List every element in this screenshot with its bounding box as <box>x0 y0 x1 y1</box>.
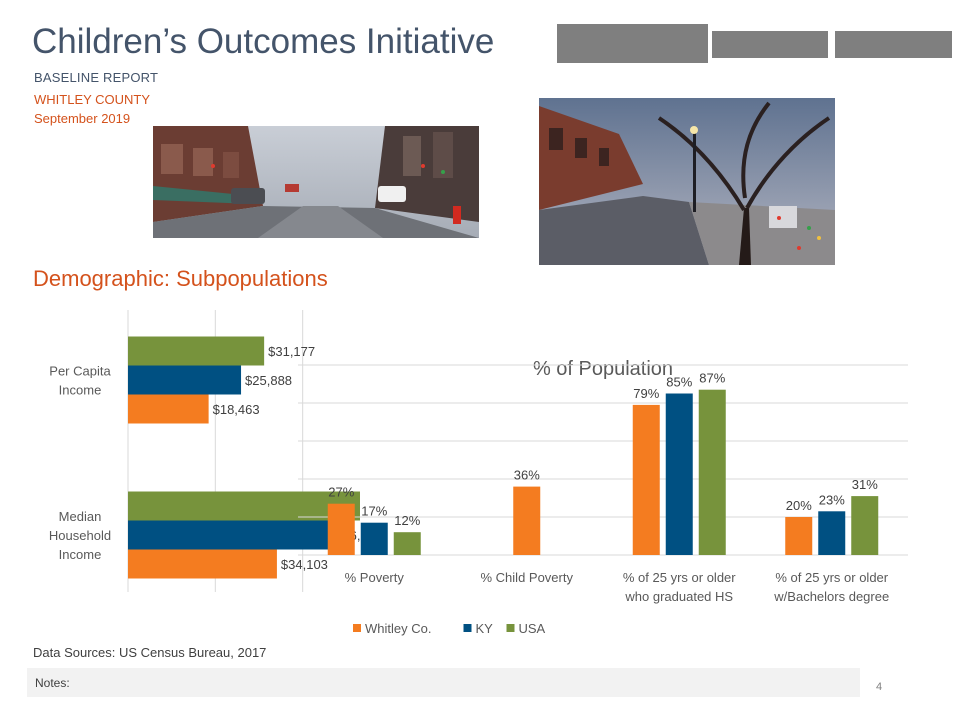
data-label: 79% <box>633 386 659 401</box>
data-label: 20% <box>786 498 812 513</box>
bar <box>128 520 332 550</box>
report-date: September 2019 <box>34 111 131 126</box>
data-label: $31,177 <box>268 344 315 359</box>
category-label: who graduated HS <box>624 589 733 604</box>
bar <box>851 496 879 555</box>
notes-label: Notes: <box>35 676 70 690</box>
report-subtitle: BASELINE REPORT <box>34 70 159 85</box>
notes-bar <box>27 668 860 697</box>
legend-label: USA <box>519 621 546 636</box>
data-sources: Data Sources: US Census Bureau, 2017 <box>33 645 267 660</box>
bar <box>360 522 388 555</box>
data-label: 36% <box>514 468 540 483</box>
data-label: 27% <box>328 485 354 500</box>
bar <box>665 393 693 555</box>
bar <box>327 503 355 555</box>
data-label: 17% <box>361 504 387 519</box>
bar <box>128 336 265 366</box>
category-label: Income <box>59 547 102 562</box>
bar <box>393 532 421 555</box>
section-title: Demographic: Subpopulations <box>33 266 328 291</box>
category-label: Income <box>59 383 102 398</box>
category-label: % Child Poverty <box>481 570 574 585</box>
bar <box>632 404 660 555</box>
page-number: 4 <box>876 681 883 693</box>
page-title: Children’s Outcomes Initiative <box>32 22 495 61</box>
header-decor-block <box>835 31 952 58</box>
bar <box>128 365 242 395</box>
bar <box>513 486 541 555</box>
county-label: WHITLEY COUNTY <box>34 92 151 107</box>
data-label: 87% <box>699 371 725 386</box>
category-label: % of 25 yrs or older <box>775 570 888 585</box>
category-label: Median <box>59 509 102 524</box>
income-chart: Per Capita Income $18,463 $25,888 $31,177 Med… <box>49 310 360 592</box>
legend-swatch <box>353 624 361 632</box>
bar <box>698 389 726 555</box>
category-label: Household <box>49 528 111 543</box>
bar <box>818 511 846 555</box>
data-label: $34,103 <box>281 557 328 572</box>
category-label: % Poverty <box>345 570 405 585</box>
legend-swatch <box>463 624 472 632</box>
data-label: $18,463 <box>213 402 260 417</box>
bar <box>785 517 813 555</box>
data-label: 12% <box>394 513 420 528</box>
data-label: 31% <box>852 477 878 492</box>
legend-swatch <box>506 624 515 632</box>
legend-label: Whitley Co. <box>365 621 431 636</box>
bar <box>128 549 277 579</box>
chart-title: % of Population <box>533 358 673 380</box>
snowy-street-photo <box>153 126 479 238</box>
header-decor-block <box>712 31 828 58</box>
population-chart: % of Population 27% 17% 12% % Poverty 36% % Ch… <box>298 358 908 636</box>
data-label: 23% <box>819 492 845 507</box>
header-decor-block <box>557 24 708 63</box>
data-label: 85% <box>666 375 692 390</box>
category-label: % of 25 yrs or older <box>623 570 736 585</box>
data-label: $25,888 <box>245 373 292 388</box>
category-label: w/Bachelors degree <box>773 589 889 604</box>
category-label: Per Capita <box>49 364 111 379</box>
bar <box>128 491 360 521</box>
legend-label: KY <box>476 621 494 636</box>
evening-street-photo <box>539 98 835 265</box>
bar <box>128 394 209 424</box>
